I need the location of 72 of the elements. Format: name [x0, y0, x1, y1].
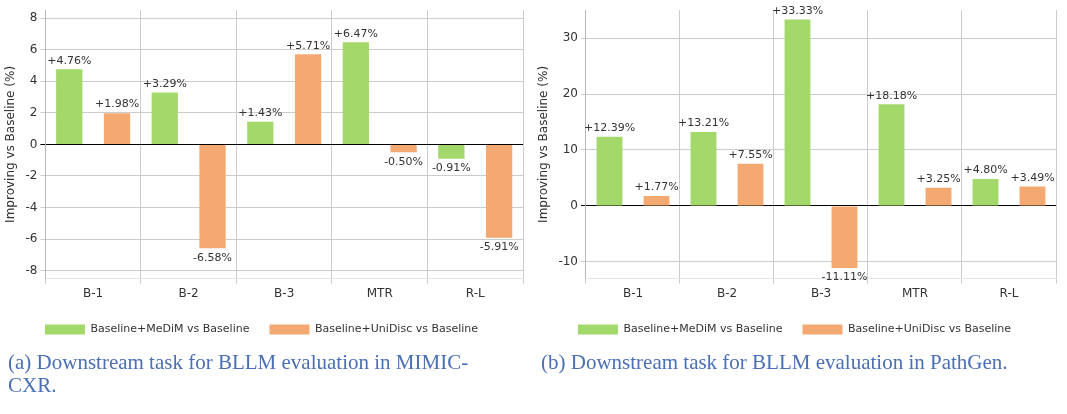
data-label: +1.43% — [238, 106, 283, 120]
bar — [390, 144, 417, 153]
x-tick-label: MTR — [366, 285, 393, 300]
data-label: +5.71% — [285, 38, 331, 52]
bar — [294, 54, 322, 144]
bar — [690, 132, 717, 206]
y-tick-label: 0 — [570, 198, 578, 213]
data-label: -0.50% — [384, 154, 424, 168]
bar — [438, 144, 465, 159]
y-tick-label: 30 — [562, 30, 578, 45]
x-tick-label: B-2 — [716, 285, 738, 300]
y-tick-label: 10 — [562, 142, 578, 157]
y-tick-label: 8 — [29, 10, 38, 25]
data-label: +4.76% — [47, 53, 92, 67]
bar — [784, 19, 811, 206]
x-tick-label: R-L — [999, 285, 1019, 300]
x-tick-label: B-1 — [622, 285, 644, 300]
data-label: +3.25% — [916, 172, 961, 186]
bar — [643, 196, 670, 206]
data-label: +3.49% — [1010, 170, 1055, 184]
x-tick-label: R-L — [465, 285, 485, 300]
bar — [925, 187, 952, 206]
data-label: -6.58% — [193, 250, 232, 264]
bar — [199, 144, 226, 249]
data-label: +1.77% — [634, 180, 679, 194]
bar — [151, 92, 178, 144]
text: (b) Downstream task for BLLM evaluation in PathGen. — [541, 350, 1009, 375]
y-tick-label: -4 — [25, 199, 38, 214]
legend-label: Baseline+UniDisc vs Baseline — [314, 322, 479, 336]
bar — [831, 206, 858, 269]
data-label: +3.29% — [142, 76, 187, 90]
data-label: -0.91% — [431, 161, 471, 175]
x-tick-label: MTR — [901, 285, 929, 300]
data-label: -11.11% — [821, 270, 868, 284]
data-label: +33.33% — [771, 3, 824, 17]
data-label: +13.21% — [677, 116, 730, 130]
data-label: +7.55% — [728, 148, 773, 162]
y-tick-label: -2 — [25, 168, 38, 183]
y-tick-label: 20 — [562, 86, 578, 101]
y-tick-label: 2 — [29, 104, 38, 119]
data-label: +4.80% — [963, 163, 1008, 177]
data-label: +6.47% — [333, 26, 378, 40]
y-tick-label: -10 — [558, 253, 578, 268]
bar — [972, 179, 999, 206]
bar — [596, 136, 623, 206]
x-tick-label: B-3 — [274, 285, 295, 300]
data-label: -5.91% — [479, 240, 519, 254]
y-tick-label: 4 — [29, 73, 38, 88]
y-tick-label: 6 — [29, 41, 38, 56]
bar — [737, 163, 764, 206]
legend-label: Baseline+MeDiM vs Baseline — [623, 322, 783, 336]
bar — [1019, 186, 1046, 206]
y-tick-label: 0 — [29, 136, 38, 151]
data-label: +1.98% — [94, 97, 140, 111]
y-axis-title: Improving vs Baseline (%) — [536, 65, 551, 223]
x-tick-label: B-3 — [810, 285, 832, 300]
y-tick-label: -8 — [25, 262, 38, 277]
data-label: +12.39% — [583, 120, 636, 134]
data-label: +18.18% — [865, 88, 918, 102]
legend-label: Baseline+UniDisc vs Baseline — [847, 322, 1012, 336]
bar — [103, 113, 131, 144]
bar — [56, 69, 83, 144]
y-axis-title: Improving vs Baseline (%) — [3, 65, 18, 223]
bar — [878, 104, 905, 206]
bar — [247, 121, 274, 144]
y-tick-label: -6 — [25, 231, 38, 246]
text: (a) Downstream task for BLLM evaluation in MIMIC-CXR. — [8, 350, 470, 398]
bar — [342, 42, 369, 144]
x-tick-label: B-2 — [178, 285, 199, 300]
x-tick-label: B-1 — [83, 285, 104, 300]
bar — [485, 144, 513, 238]
legend-label: Baseline+MeDiM vs Baseline — [90, 322, 250, 336]
